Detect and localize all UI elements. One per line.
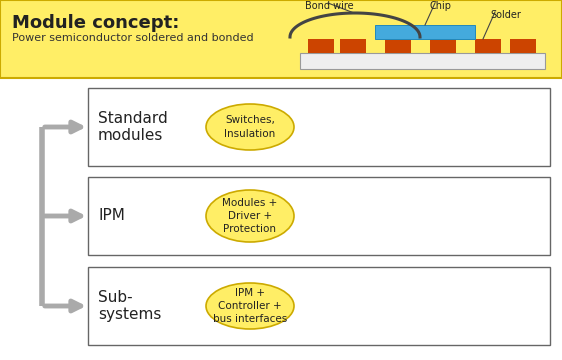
Text: Chip: Chip [430, 1, 452, 11]
Text: IPM: IPM [98, 208, 125, 224]
FancyBboxPatch shape [475, 39, 501, 53]
Ellipse shape [206, 283, 294, 329]
FancyBboxPatch shape [88, 177, 550, 255]
Ellipse shape [206, 190, 294, 242]
Text: IPM +
Controller +
bus interfaces: IPM + Controller + bus interfaces [213, 288, 287, 324]
Text: Bond wire: Bond wire [305, 1, 353, 11]
FancyBboxPatch shape [375, 25, 475, 39]
Text: Power semiconductor soldered and bonded: Power semiconductor soldered and bonded [12, 33, 253, 43]
FancyBboxPatch shape [340, 39, 366, 53]
Text: Solder: Solder [490, 10, 521, 20]
FancyBboxPatch shape [300, 53, 545, 69]
Text: Standard
modules: Standard modules [98, 111, 167, 143]
FancyBboxPatch shape [0, 0, 562, 78]
FancyBboxPatch shape [510, 39, 536, 53]
FancyBboxPatch shape [88, 88, 550, 166]
Text: Sub-
systems: Sub- systems [98, 290, 161, 322]
FancyBboxPatch shape [430, 39, 456, 53]
FancyBboxPatch shape [385, 39, 411, 53]
FancyBboxPatch shape [88, 267, 550, 345]
Text: Switches,
Insulation: Switches, Insulation [224, 116, 275, 139]
Ellipse shape [206, 104, 294, 150]
FancyBboxPatch shape [308, 39, 334, 53]
Text: Modules +
Driver +
Protection: Modules + Driver + Protection [223, 198, 278, 234]
Text: Module concept:: Module concept: [12, 14, 179, 32]
